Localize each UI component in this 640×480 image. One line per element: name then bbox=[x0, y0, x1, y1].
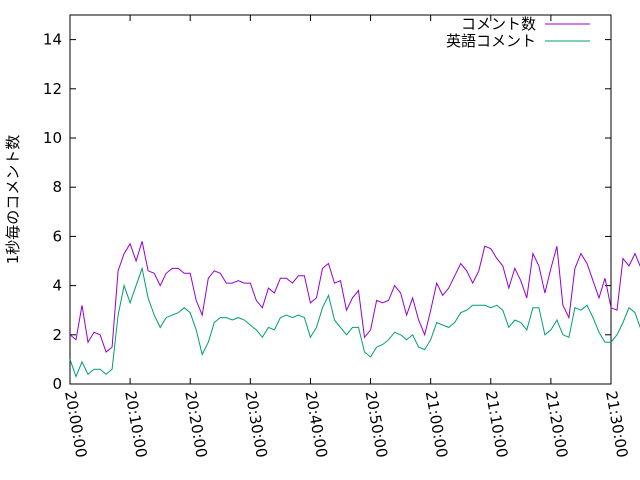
x-tick-label: 20:30:00 bbox=[241, 390, 270, 459]
series-line-1 bbox=[69, 241, 640, 353]
series-line-2 bbox=[69, 266, 640, 379]
legend-label-1: コメント数 bbox=[461, 15, 536, 33]
y-tick-label: 12 bbox=[43, 80, 62, 98]
x-tick-label: 21:30:00 bbox=[602, 390, 631, 459]
y-tick-label: 8 bbox=[52, 178, 62, 196]
y-tick-label: 2 bbox=[52, 326, 62, 344]
x-tick-label: 20:20:00 bbox=[181, 390, 210, 459]
y-tick-label: 10 bbox=[43, 129, 62, 147]
y-tick-label: 4 bbox=[52, 277, 62, 295]
x-tick-label: 20:00:00 bbox=[61, 390, 90, 459]
x-tick-label: 20:10:00 bbox=[121, 390, 150, 459]
x-tick-label: 21:20:00 bbox=[542, 390, 571, 459]
y-tick-label: 14 bbox=[43, 31, 62, 49]
x-tick-label: 21:00:00 bbox=[422, 390, 451, 459]
y-tick-label: 0 bbox=[52, 375, 62, 393]
x-tick-label: 21:10:00 bbox=[482, 390, 511, 459]
x-tick-label: 20:40:00 bbox=[302, 390, 331, 459]
x-tick-label: 20:50:00 bbox=[362, 390, 391, 459]
legend-label-2: 英語コメント bbox=[446, 32, 536, 50]
y-axis-label: 1秒毎のコメント数 bbox=[4, 135, 22, 265]
plot-frame bbox=[69, 14, 612, 385]
y-tick-label: 6 bbox=[52, 227, 62, 245]
